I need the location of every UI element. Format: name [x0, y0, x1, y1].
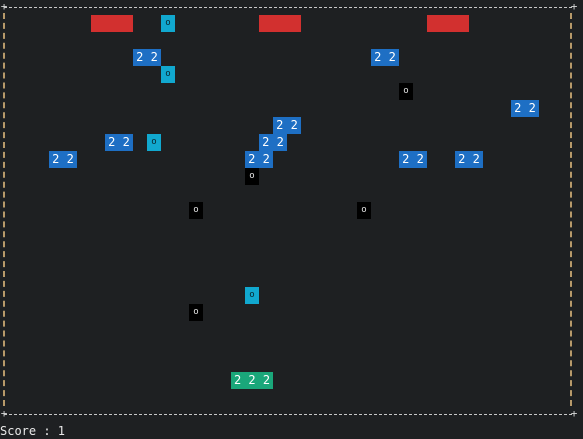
ball-highlight: o	[147, 134, 161, 151]
block: 2 2	[371, 49, 399, 66]
border-bottom	[4, 414, 572, 415]
player-paddle[interactable]: 2 2 2	[231, 372, 273, 389]
border-corner-top-left: +	[0, 0, 8, 13]
enemy-paddle	[427, 15, 469, 32]
ball: o	[245, 168, 259, 185]
ball: o	[357, 202, 371, 219]
border-right	[570, 13, 572, 406]
ball: o	[399, 83, 413, 100]
border-top	[4, 7, 572, 8]
block: 2 2	[511, 100, 539, 117]
border-left	[3, 13, 5, 406]
border-corner-bottom-left: +	[0, 407, 8, 420]
block: 2 2	[455, 151, 483, 168]
border-corner-top-right: +	[570, 0, 578, 13]
ball: o	[189, 202, 203, 219]
ball-highlight: o	[161, 15, 175, 32]
score-display: Score : 1	[0, 424, 66, 438]
block: 2 2	[399, 151, 427, 168]
block: 2 2	[49, 151, 77, 168]
enemy-paddle	[91, 15, 133, 32]
ball-highlight: o	[245, 287, 259, 304]
block: 2 2	[273, 117, 301, 134]
block: 2 2	[259, 134, 287, 151]
block: 2 2	[133, 49, 161, 66]
ball-highlight: o	[161, 66, 175, 83]
block: 2 2	[245, 151, 273, 168]
ball: o	[189, 304, 203, 321]
block: 2 2	[105, 134, 133, 151]
enemy-paddle	[259, 15, 301, 32]
border-corner-bottom-right: +	[570, 407, 578, 420]
